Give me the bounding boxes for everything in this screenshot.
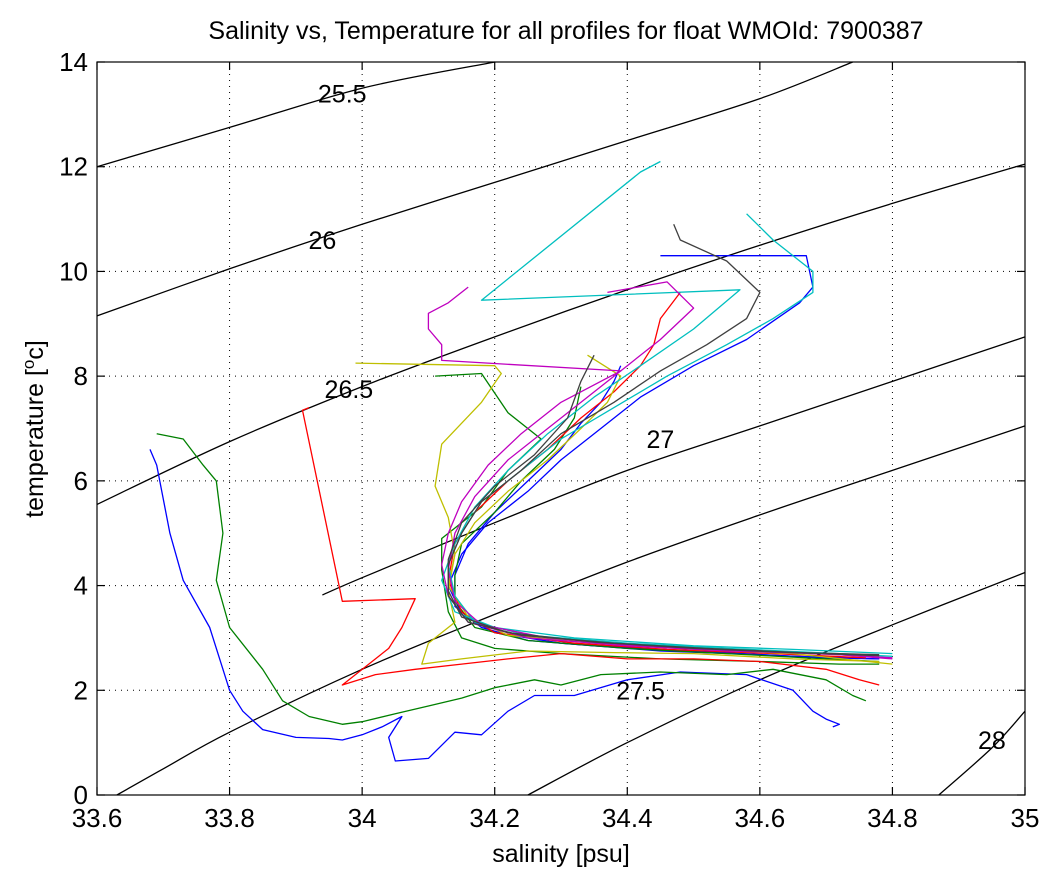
profile-line <box>301 406 880 686</box>
y-tick-label: 10 <box>59 256 88 286</box>
profile-line <box>447 354 880 657</box>
y-tick-label: 6 <box>74 466 88 496</box>
y-tick-label: 14 <box>59 47 88 77</box>
x-tick-label: 34.2 <box>469 803 520 833</box>
x-tick-label: 34.4 <box>602 803 653 833</box>
profile-line <box>149 449 841 762</box>
x-tick-label: 34.6 <box>735 803 786 833</box>
density-contour-line <box>96 61 495 168</box>
density-contour-label: 25.5 <box>318 80 367 108</box>
density-contours <box>96 61 1026 796</box>
profile-line <box>447 354 893 665</box>
y-tick-labels: 0 2 4 6 8 10 12 14 <box>59 47 88 810</box>
y-tick-label: 4 <box>74 571 88 601</box>
profile-line <box>427 286 893 660</box>
density-contour-label: 27.5 <box>616 677 665 705</box>
x-tick-label: 35 <box>1011 803 1040 833</box>
profile-line <box>435 372 880 665</box>
density-contour-line <box>322 336 1026 596</box>
x-tick-label: 34 <box>348 803 377 833</box>
density-contour-line <box>96 163 1026 505</box>
density-contour-labels: 25.5 26 26.5 27 27.5 28 <box>308 80 1005 755</box>
profile-line <box>454 386 880 663</box>
density-contour-line <box>116 425 1026 796</box>
y-axis-title: temperature [oc] <box>19 340 49 518</box>
x-tick-label: 33.8 <box>204 803 255 833</box>
y-tick-label: 8 <box>74 361 88 391</box>
density-contour-label: 26 <box>308 227 336 255</box>
y-axis-title-unit: c] <box>21 340 49 359</box>
density-contour-line <box>527 571 1026 796</box>
profile-line <box>447 292 866 659</box>
profile-series <box>149 160 893 762</box>
axis-ticks <box>96 61 1026 796</box>
x-tick-label: 33.6 <box>72 803 123 833</box>
y-tick-label: 12 <box>59 152 88 182</box>
plot-frame <box>96 61 1026 796</box>
profile-line <box>156 433 867 725</box>
y-axis-title-superscript: o <box>19 360 38 369</box>
density-contour-line <box>96 61 853 317</box>
x-tick-label: 34.8 <box>867 803 918 833</box>
chart-title: Salinity vs, Temperature for all profile… <box>208 17 923 45</box>
density-contour-label: 27 <box>647 426 675 454</box>
y-tick-label: 2 <box>74 675 88 705</box>
y-tick-label: 0 <box>74 780 88 810</box>
density-contour-label: 28 <box>978 727 1006 755</box>
density-contour-label: 26.5 <box>325 376 374 404</box>
profile-line <box>441 160 893 655</box>
x-axis-title: salinity [psu] <box>492 840 630 868</box>
profile-line <box>454 365 880 660</box>
profile-line <box>355 362 880 665</box>
grid-lines <box>97 62 1025 795</box>
x-tick-labels: 33.6 33.8 34 34.2 34.4 34.6 34.8 35 <box>72 803 1040 833</box>
y-axis-title-base: temperature [ <box>21 369 49 518</box>
density-contour-line <box>938 710 1026 796</box>
